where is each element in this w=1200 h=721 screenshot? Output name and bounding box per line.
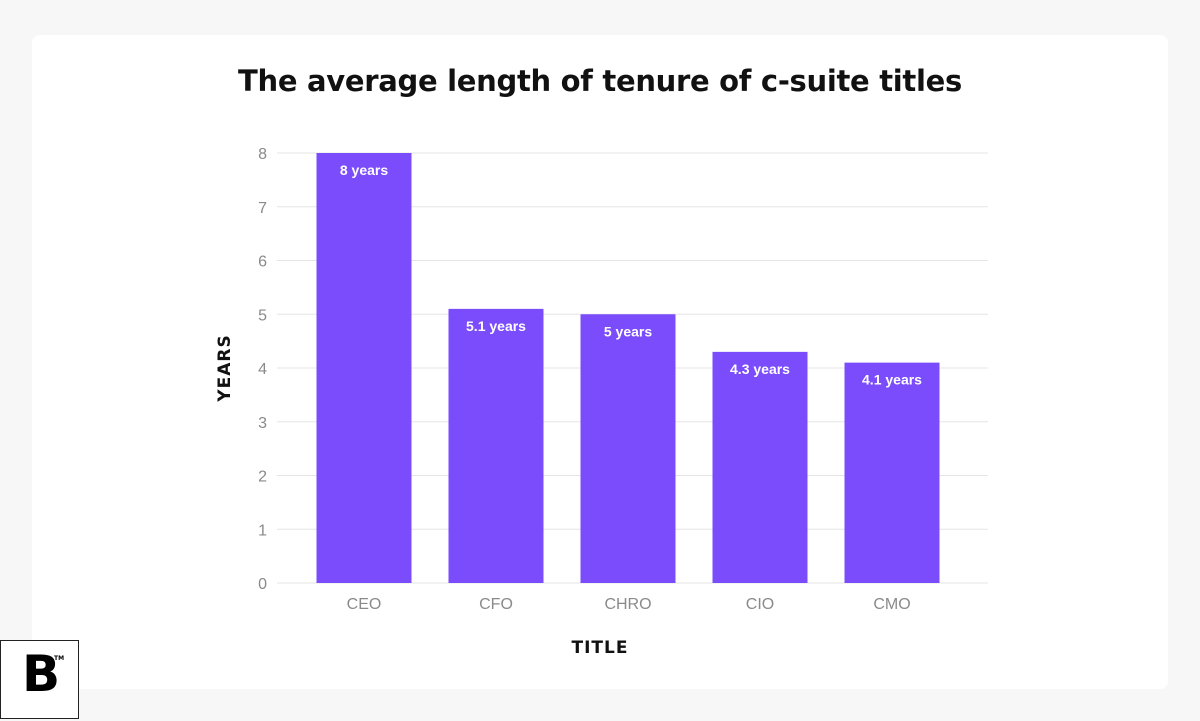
bar bbox=[844, 362, 940, 583]
y-tick-label: 6 bbox=[258, 254, 267, 271]
y-tick-label: 3 bbox=[258, 415, 267, 432]
bar bbox=[580, 314, 676, 583]
trademark-mark: TM bbox=[54, 655, 65, 662]
bar bbox=[712, 351, 808, 583]
bar-data-label: 5 years bbox=[604, 323, 652, 339]
x-tick-label: CFO bbox=[479, 596, 513, 613]
bar-data-label: 5.1 years bbox=[466, 318, 526, 334]
y-tick-label: 4 bbox=[258, 361, 267, 378]
x-tick-label: CHRO bbox=[604, 596, 651, 613]
x-tick-label: CIO bbox=[746, 596, 774, 613]
brand-logo: B TM bbox=[0, 640, 79, 719]
y-tick-label: 0 bbox=[258, 576, 267, 593]
x-tick-label: CEO bbox=[347, 596, 382, 613]
logo-letter: B bbox=[22, 645, 61, 703]
bar bbox=[448, 308, 544, 583]
y-tick-label: 1 bbox=[258, 522, 267, 539]
chart-title: The average length of tenure of c-suite … bbox=[238, 64, 962, 98]
bar-data-label: 4.3 years bbox=[730, 361, 790, 377]
y-tick-label: 2 bbox=[258, 469, 267, 486]
bar-data-label: 4.1 years bbox=[862, 372, 922, 388]
x-tick-label: CMO bbox=[873, 596, 910, 613]
bar bbox=[316, 153, 412, 583]
y-tick-label: 7 bbox=[258, 200, 267, 217]
x-axis-title: TITLE bbox=[572, 638, 629, 658]
y-axis-title: YEARS bbox=[215, 334, 235, 402]
y-tick-label: 5 bbox=[258, 307, 267, 324]
bar-data-label: 8 years bbox=[340, 162, 388, 178]
y-tick-label: 8 bbox=[258, 146, 267, 163]
